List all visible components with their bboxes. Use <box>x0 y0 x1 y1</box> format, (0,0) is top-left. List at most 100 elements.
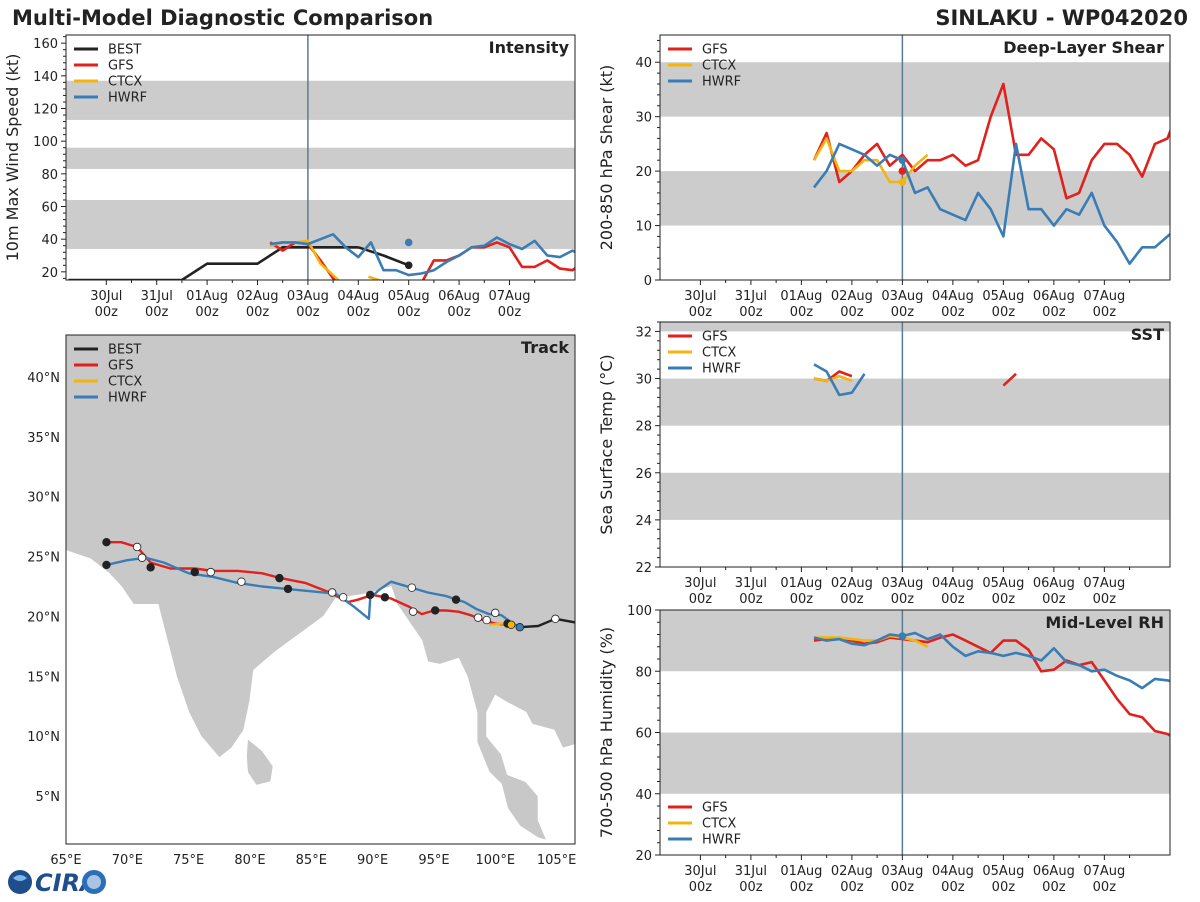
y-tick-label: 32 <box>635 325 652 340</box>
legend-label-hwrf: HWRF <box>108 91 147 106</box>
x-tick-date: 31Jul <box>735 289 767 304</box>
track-point <box>102 560 111 570</box>
x-tick-date: 31Jul <box>735 576 767 591</box>
panel-intensity: 2040608010012014016030Jul00z31Jul00z01Au… <box>3 34 576 320</box>
y-tick-label: 30 <box>635 111 652 126</box>
track-point <box>380 593 390 602</box>
x-tick-hour: 00z <box>1093 880 1117 895</box>
track-point <box>430 606 440 615</box>
x-tick-date: 04Aug <box>932 576 974 591</box>
x-tick-hour: 00z <box>739 305 763 320</box>
legend-label-gfs: GFS <box>108 59 134 74</box>
series-line-hwrf <box>813 363 866 397</box>
panel-rh: 2040608010030Jul00z31Jul00z01Aug00z02Aug… <box>597 604 1171 895</box>
x-tick-hour: 00z <box>397 305 421 320</box>
track-line-best <box>519 617 575 629</box>
x-tick-hour: 00z <box>347 305 371 320</box>
x-tick-date: 07Aug <box>489 289 531 304</box>
cira-logo: CIRA <box>4 866 108 898</box>
legend-label-ctcx: CTCX <box>702 59 736 74</box>
y-tick-label: 40 <box>635 56 652 71</box>
x-tick-hour: 00z <box>992 305 1016 320</box>
x-tick-date: 06Aug <box>1033 864 1075 879</box>
x-tick-hour: 00z <box>1042 592 1066 607</box>
y-axis-label: 700-500 hPa Humidity (%) <box>597 627 616 838</box>
y-tick-label: 100 <box>33 135 58 150</box>
x-tick-hour: 00z <box>941 305 965 320</box>
x-tick-date: 04Aug <box>932 864 974 879</box>
y-tick-label: 30 <box>635 373 652 388</box>
track-point <box>473 613 483 622</box>
lon-label: 90°E <box>357 853 388 868</box>
x-tick-date: 06Aug <box>438 289 480 304</box>
track-point <box>482 615 491 625</box>
track-point <box>132 542 142 552</box>
track-point <box>365 590 375 600</box>
legend-label-hwrf: HWRF <box>108 391 147 406</box>
storm-id: SINLAKU - WP042020 <box>935 6 1188 30</box>
x-tick-hour: 00z <box>498 305 522 320</box>
x-tick-date: 03Aug <box>881 576 923 591</box>
y-tick-label: 120 <box>33 103 58 118</box>
lon-label: 80°E <box>234 853 265 868</box>
x-tick-date: 01Aug <box>186 289 228 304</box>
x-tick-hour: 00z <box>447 305 471 320</box>
track-point <box>408 607 418 616</box>
lat-label: 30°N <box>27 491 60 506</box>
y-axis-label: Sea Surface Temp (°C) <box>597 354 616 534</box>
series-line-hwrf <box>269 233 575 277</box>
track-point <box>491 608 500 618</box>
y-tick-label: 60 <box>635 727 652 742</box>
shade-band <box>660 62 1170 117</box>
x-tick-hour: 00z <box>1042 880 1066 895</box>
x-tick-hour: 00z <box>95 305 119 320</box>
x-tick-date: 05Aug <box>982 289 1024 304</box>
lat-label: 5°N <box>36 790 61 805</box>
y-tick-label: 22 <box>635 561 652 576</box>
track-point <box>137 553 147 562</box>
x-tick-hour: 00z <box>840 880 864 895</box>
lon-label: 95°E <box>418 853 449 868</box>
series-line-best <box>68 246 359 280</box>
shade-band <box>66 147 575 169</box>
x-tick-hour: 00z <box>1042 305 1066 320</box>
x-tick-date: 02Aug <box>831 289 873 304</box>
series-line-best <box>357 246 410 267</box>
x-tick-date: 05Aug <box>982 864 1024 879</box>
y-tick-label: 160 <box>33 37 58 52</box>
x-tick-date: 05Aug <box>388 289 430 304</box>
track-point <box>283 584 293 594</box>
track-point <box>551 614 560 624</box>
landmass <box>245 737 274 786</box>
x-tick-hour: 00z <box>689 592 713 607</box>
legend-label-ctcx: CTCX <box>108 375 142 390</box>
panel-shear: 01020304030Jul00z31Jul00z01Aug00z02Aug00… <box>597 34 1171 320</box>
x-tick-hour: 00z <box>689 880 713 895</box>
shade-band <box>66 80 575 120</box>
series-line-gfs <box>812 82 1170 200</box>
x-tick-hour: 00z <box>840 305 864 320</box>
y-tick-label: 20 <box>635 165 652 180</box>
y-tick-label: 60 <box>41 201 58 216</box>
x-tick-date: 01Aug <box>780 864 822 879</box>
x-tick-date: 02Aug <box>831 864 873 879</box>
x-tick-hour: 00z <box>840 592 864 607</box>
x-tick-date: 04Aug <box>337 289 379 304</box>
x-tick-hour: 00z <box>689 305 713 320</box>
y-axis-label: 200-850 hPa Shear (kt) <box>597 65 616 251</box>
track-point <box>451 595 461 604</box>
y-tick-label: 20 <box>635 849 652 864</box>
track-point <box>338 593 348 602</box>
x-tick-hour: 00z <box>992 880 1016 895</box>
x-tick-date: 03Aug <box>287 289 329 304</box>
y-tick-label: 80 <box>41 168 58 183</box>
lat-label: 20°N <box>27 610 60 625</box>
track-point <box>275 573 284 583</box>
panel-frame <box>659 321 1171 568</box>
legend-label-gfs: GFS <box>702 801 728 816</box>
x-tick-date: 03Aug <box>881 289 923 304</box>
x-tick-date: 07Aug <box>1083 289 1125 304</box>
plot-area <box>660 610 1170 855</box>
x-tick-hour: 00z <box>790 305 814 320</box>
track-point <box>102 537 111 547</box>
